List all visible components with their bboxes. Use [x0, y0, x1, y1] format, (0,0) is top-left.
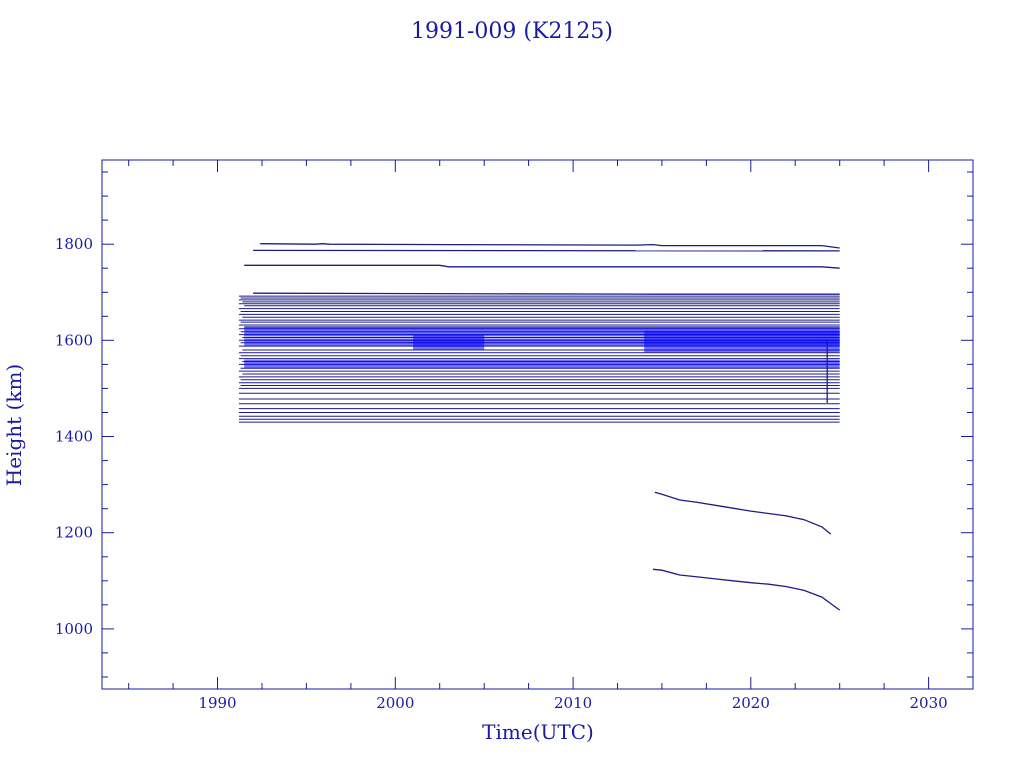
y-tick-label: 1600	[55, 331, 93, 349]
x-tick-label: 2030	[910, 694, 948, 712]
y-tick-label: 1000	[55, 620, 93, 638]
plot-frame	[101, 159, 974, 690]
axis-ticks	[102, 160, 974, 689]
series-line	[654, 491, 832, 535]
series-lines	[244, 243, 841, 611]
y-tick-label: 1400	[55, 428, 93, 446]
series-line	[260, 243, 840, 249]
series-line	[244, 264, 840, 269]
series-line	[253, 292, 840, 295]
height-cluster	[644, 330, 840, 353]
dense-height-clusters	[244, 326, 840, 369]
y-tick-label: 1800	[55, 235, 93, 253]
x-tick-labels: 1990 2000 2010 2020 2030	[198, 694, 947, 712]
chart-title: 1991-009 (K2125)	[411, 19, 613, 44]
x-tick-label: 1990	[198, 694, 236, 712]
series-line	[652, 568, 841, 611]
x-tick-label: 2020	[732, 694, 770, 712]
height-cluster	[413, 334, 485, 350]
height-cluster	[244, 326, 840, 337]
height-band-lines	[238, 295, 840, 423]
x-tick-label: 2000	[376, 694, 414, 712]
y-tick-labels: 1000 1200 1400 1600 1800	[55, 235, 93, 638]
x-tick-label: 2010	[554, 694, 592, 712]
y-axis-label: Height (km)	[2, 364, 26, 486]
height-cluster	[244, 359, 840, 369]
series-line	[253, 249, 840, 252]
height-cluster	[244, 338, 840, 347]
y-tick-label: 1200	[55, 524, 93, 542]
x-axis-label: Time(UTC)	[482, 720, 594, 744]
